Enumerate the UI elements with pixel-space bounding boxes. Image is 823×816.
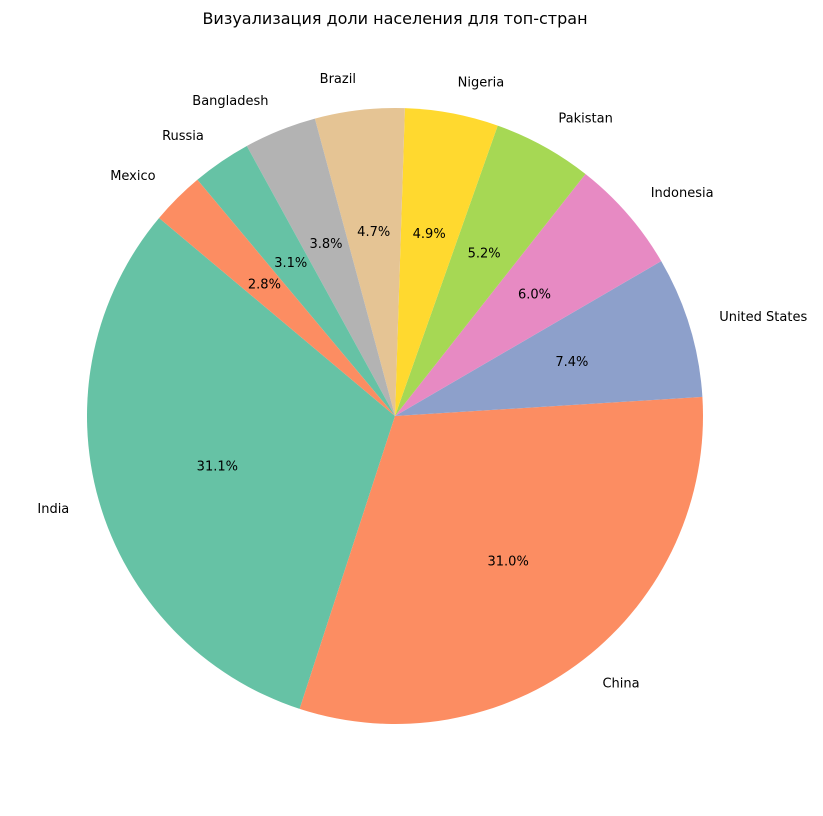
pie-slice-india	[87, 218, 396, 709]
pie-slice-united-states	[395, 261, 703, 416]
pie-slice-nigeria	[395, 108, 498, 416]
slice-label-nigeria: Nigeria	[458, 76, 505, 91]
pie-slice-bangladesh	[246, 118, 395, 416]
pie-slices	[87, 107, 703, 724]
pie-slice-mexico	[159, 179, 395, 416]
slice-pct-brazil: 4.7%	[357, 225, 390, 240]
slice-pct-bangladesh: 3.8%	[309, 237, 342, 252]
slice-label-bangladesh: Bangladesh	[192, 94, 268, 109]
slice-label-russia: Russia	[162, 129, 204, 144]
slice-pct-india: 31.1%	[197, 459, 238, 474]
chart-title: Визуализация доли населения для топ-стра…	[202, 9, 587, 28]
pie-slice-pakistan	[395, 125, 586, 416]
pie-slice-brazil	[314, 107, 405, 416]
slice-label-pakistan: Pakistan	[558, 112, 612, 127]
pie-slice-china	[299, 396, 703, 724]
slice-pct-nigeria: 4.9%	[413, 227, 446, 242]
slice-pct-china: 31.0%	[488, 555, 529, 570]
pie-labels: India 31.1% China 31.0% United States 7.4% Ind…	[37, 72, 807, 691]
slice-pct-mexico: 2.8%	[248, 278, 281, 293]
slice-label-china: China	[602, 676, 639, 691]
slice-label-india: India	[37, 502, 69, 517]
slice-label-indonesia: Indonesia	[651, 186, 714, 201]
slice-pct-pakistan: 5.2%	[468, 247, 501, 262]
pie-slice-indonesia	[395, 173, 662, 416]
slice-label-united-states: United States	[719, 310, 807, 325]
slice-pct-russia: 3.1%	[274, 256, 307, 271]
slice-label-mexico: Mexico	[110, 169, 155, 184]
slice-label-brazil: Brazil	[320, 72, 356, 87]
slice-pct-indonesia: 6.0%	[518, 287, 551, 302]
pie-slice-russia	[197, 145, 395, 416]
slice-pct-united-states: 7.4%	[555, 355, 588, 370]
